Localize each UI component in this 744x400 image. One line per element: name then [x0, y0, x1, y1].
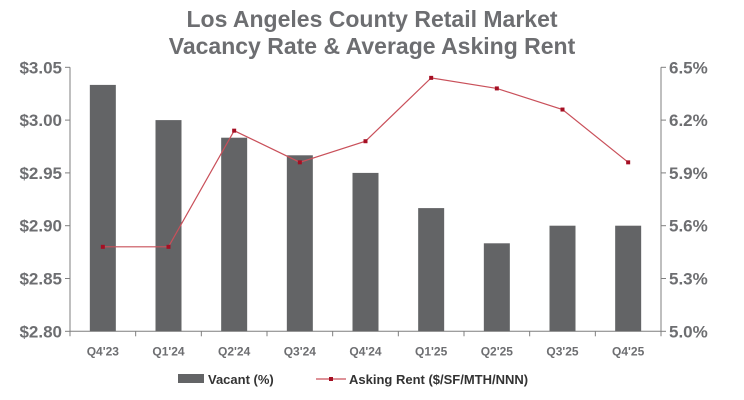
bar-vacant [418, 208, 445, 332]
x-tick-label: Q2'24 [218, 344, 251, 358]
x-tick-label: Q2'25 [481, 344, 514, 358]
point-asking-rent [166, 244, 171, 249]
chart-title-line-1: Los Angeles County Retail Market [186, 6, 558, 32]
bar-vacant [89, 84, 116, 332]
x-tick-label: Q4'24 [349, 344, 382, 358]
left-tick-label: $2.80 [19, 322, 62, 341]
legend-label-asking-rent: Asking Rent ($/SF/MTH/NNN) [349, 372, 528, 387]
x-tick-label: Q1'24 [152, 344, 185, 358]
x-tick-label: Q3'25 [546, 344, 579, 358]
bar-vacant [155, 120, 182, 332]
bar-vacant [286, 155, 313, 332]
x-tick-label: Q4'23 [87, 344, 120, 358]
right-tick-label: 5.6% [669, 217, 708, 236]
left-tick-label: $3.00 [19, 111, 62, 130]
right-tick-label: 5.9% [669, 164, 708, 183]
point-asking-rent [429, 75, 434, 80]
legend-marker-asking-rent [329, 377, 333, 381]
right-tick-label: 6.2% [669, 111, 708, 130]
bar-vacant [615, 225, 642, 332]
chart-title-line-2: Vacancy Rate & Average Asking Rent [168, 33, 576, 59]
x-tick-label: Q1'25 [415, 344, 448, 358]
point-asking-rent [297, 160, 302, 165]
point-asking-rent [232, 128, 237, 133]
bar-vacant [352, 172, 379, 332]
legend-swatch-vacant [178, 374, 204, 383]
right-tick-label: 5.0% [669, 322, 708, 341]
point-asking-rent [363, 139, 368, 144]
right-tick-label: 6.5% [669, 58, 708, 77]
point-asking-rent [100, 244, 105, 249]
point-asking-rent [494, 86, 499, 91]
left-tick-label: $3.05 [19, 58, 62, 77]
x-tick-label: Q4'25 [612, 344, 645, 358]
left-tick-label: $2.85 [19, 270, 62, 289]
bar-vacant [221, 137, 248, 332]
point-asking-rent [560, 107, 565, 112]
x-tick-label: Q3'24 [284, 344, 317, 358]
bar-vacant [483, 243, 510, 332]
point-asking-rent [626, 160, 631, 165]
left-tick-label: $2.90 [19, 217, 62, 236]
legend-label-vacant: Vacant (%) [208, 372, 274, 387]
left-tick-label: $2.95 [19, 164, 62, 183]
right-tick-label: 5.3% [669, 270, 708, 289]
bar-vacant [549, 225, 576, 332]
